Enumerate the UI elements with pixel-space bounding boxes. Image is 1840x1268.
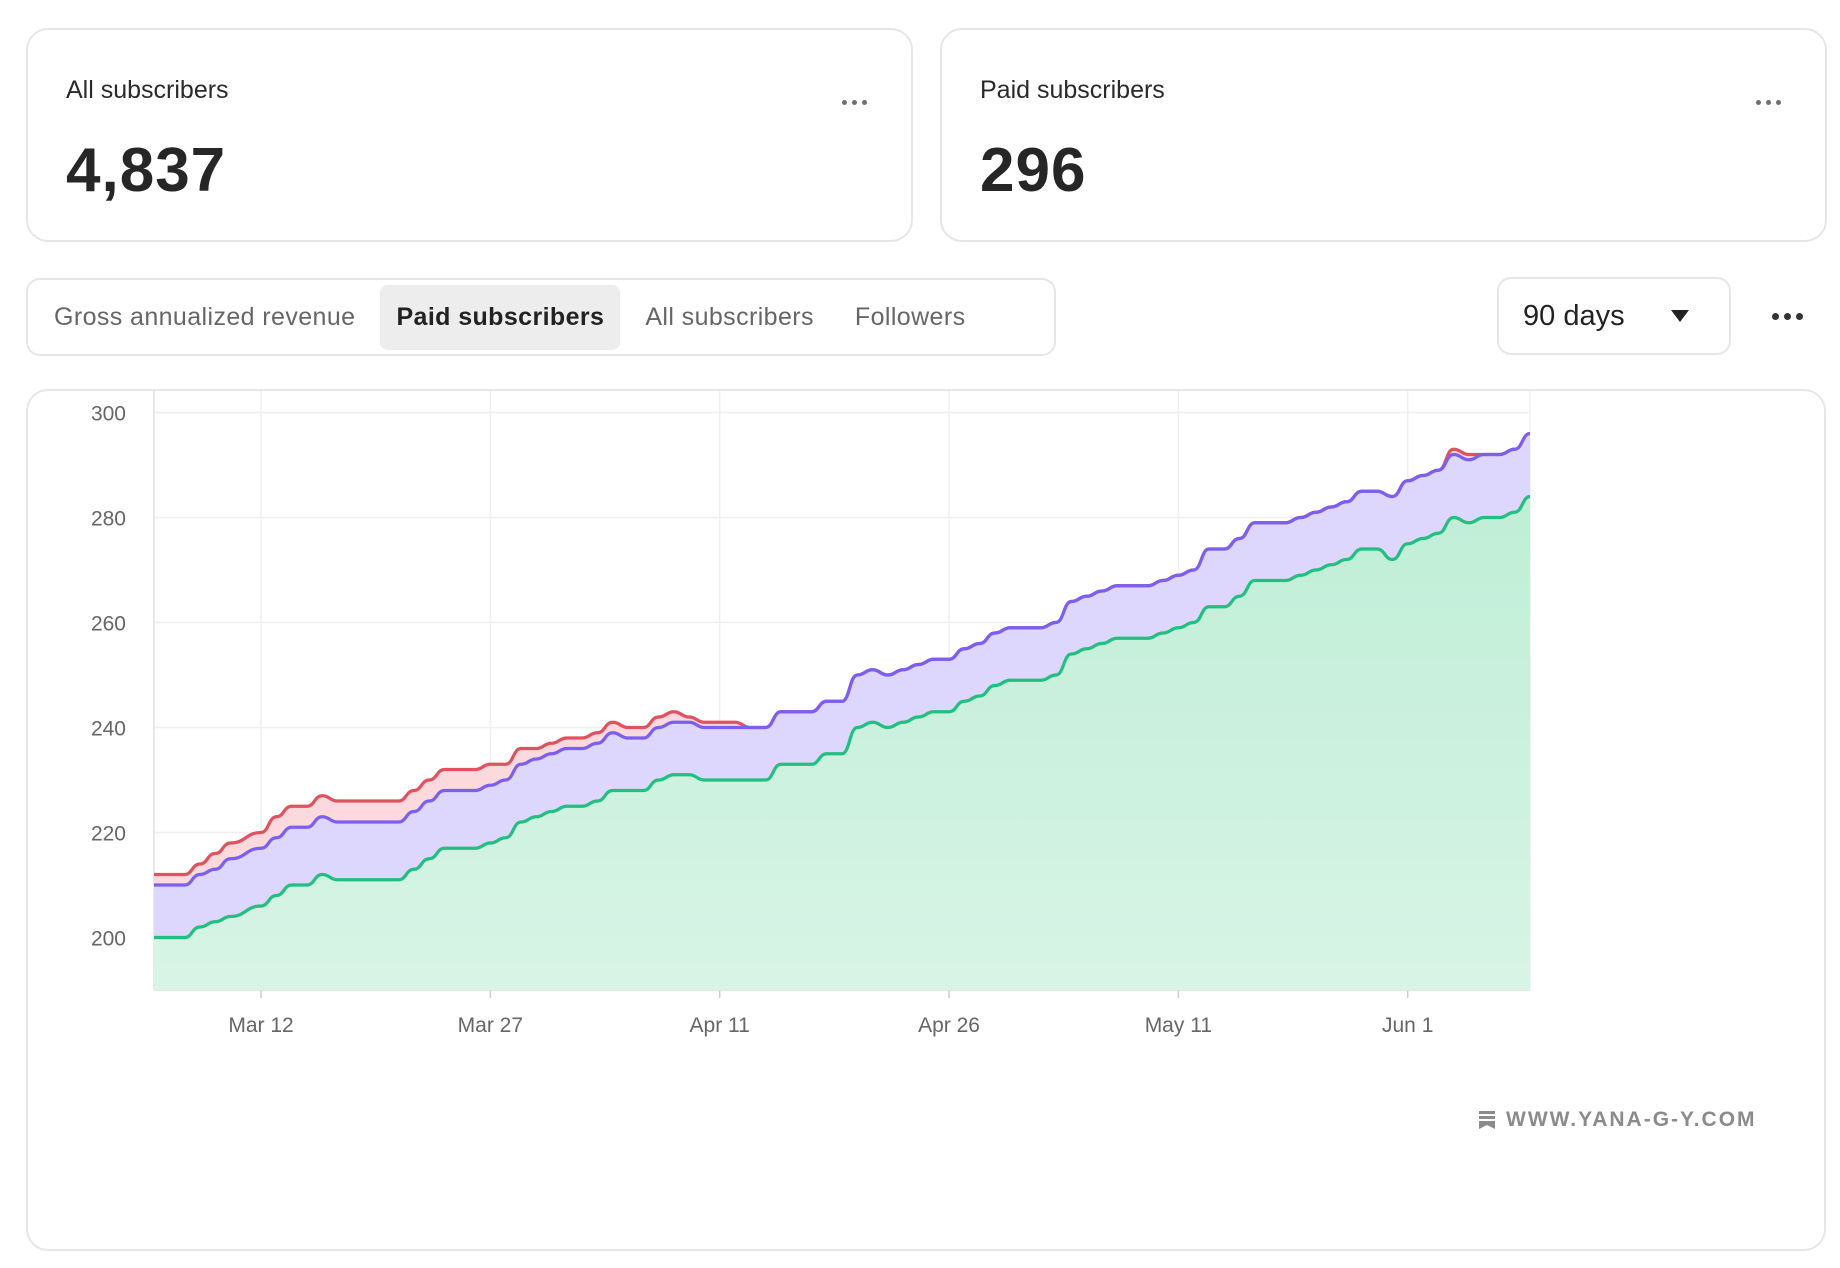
chart-more-icon[interactable] (1772, 313, 1803, 320)
range-dropdown[interactable]: 90 days (1497, 277, 1731, 355)
series-line-purple (154, 431, 1531, 887)
x-tick-label: Apr 11 (690, 1014, 750, 1037)
card-label: Paid subscribers (980, 76, 1165, 104)
range-label: 90 days (1523, 299, 1625, 332)
tab-paid-subscribers[interactable]: Paid subscribers (380, 284, 621, 350)
watermark: WWW.YANA-G-Y.COM (1478, 1108, 1757, 1132)
metric-tabs: Gross annualized revenue Paid subscriber… (26, 278, 1056, 356)
y-tick-label: 220 (91, 823, 126, 846)
red-area (154, 433, 1530, 885)
card-value: 4,837 (66, 136, 227, 205)
y-tick-label: 240 (91, 718, 126, 741)
green-area (154, 496, 1530, 990)
tab-gross-annualized-revenue[interactable]: Gross annualized revenue (54, 302, 356, 331)
x-tick-label: Apr 26 (918, 1014, 980, 1037)
card-label: All subscribers (66, 76, 229, 104)
more-icon[interactable] (842, 100, 867, 105)
x-tick-label: Mar 27 (458, 1014, 523, 1037)
y-tick-label: 300 (91, 403, 126, 426)
caret-down-icon (1671, 310, 1689, 322)
series-line-green (154, 494, 1531, 940)
purple-area (154, 433, 1530, 938)
all-subscribers-card: All subscribers 4,837 (26, 28, 913, 242)
tab-all-subscribers[interactable]: All subscribers (645, 302, 814, 331)
y-tick-label: 280 (91, 508, 126, 531)
tab-followers[interactable]: Followers (854, 302, 966, 331)
subscribers-chart: 200 220 240 260 280 300 Mar 12 Mar 27 Apr 11 Apr … (91, 391, 1531, 1037)
card-value: 296 (980, 136, 1087, 205)
bookmark-icon (1479, 1111, 1495, 1129)
paid-subscribers-card: Paid subscribers 296 (940, 28, 1827, 242)
more-icon[interactable] (1756, 100, 1781, 105)
y-tick-label: 200 (91, 928, 126, 951)
watermark-text: WWW.YANA-G-Y.COM (1506, 1108, 1757, 1131)
x-tick-label: May 11 (1145, 1014, 1212, 1037)
x-tick-label: Jun 1 (1382, 1014, 1433, 1037)
chart-card: 200 220 240 260 280 300 Mar 12 Mar 27 Apr 11 Apr … (26, 389, 1826, 1251)
x-tick-label: Mar 12 (228, 1014, 293, 1037)
y-tick-label: 260 (91, 613, 126, 636)
